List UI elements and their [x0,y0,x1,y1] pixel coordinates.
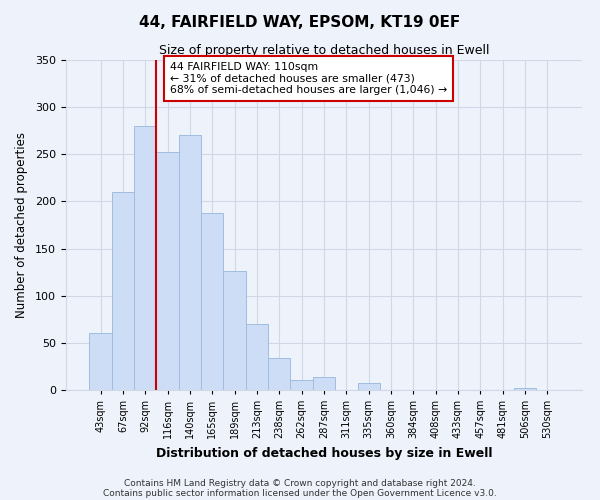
Text: Contains public sector information licensed under the Open Government Licence v3: Contains public sector information licen… [103,488,497,498]
Bar [268,358,290,390]
Bar [89,334,112,390]
Bar [313,377,335,390]
Bar [201,212,223,390]
Bar [290,380,313,390]
Text: Contains HM Land Registry data © Crown copyright and database right 2024.: Contains HM Land Registry data © Crown c… [124,478,476,488]
Bar [223,271,246,390]
Bar [157,152,179,390]
Text: 44 FAIRFIELD WAY: 110sqm
← 31% of detached houses are smaller (473)
68% of semi-: 44 FAIRFIELD WAY: 110sqm ← 31% of detach… [170,62,447,95]
Title: Size of property relative to detached houses in Ewell: Size of property relative to detached ho… [159,44,489,58]
X-axis label: Distribution of detached houses by size in Ewell: Distribution of detached houses by size … [156,446,492,460]
Bar [134,126,157,390]
Bar [179,136,201,390]
Y-axis label: Number of detached properties: Number of detached properties [15,132,28,318]
Bar [246,324,268,390]
Bar [112,192,134,390]
Text: 44, FAIRFIELD WAY, EPSOM, KT19 0EF: 44, FAIRFIELD WAY, EPSOM, KT19 0EF [139,15,461,30]
Bar [514,388,536,390]
Bar [358,384,380,390]
